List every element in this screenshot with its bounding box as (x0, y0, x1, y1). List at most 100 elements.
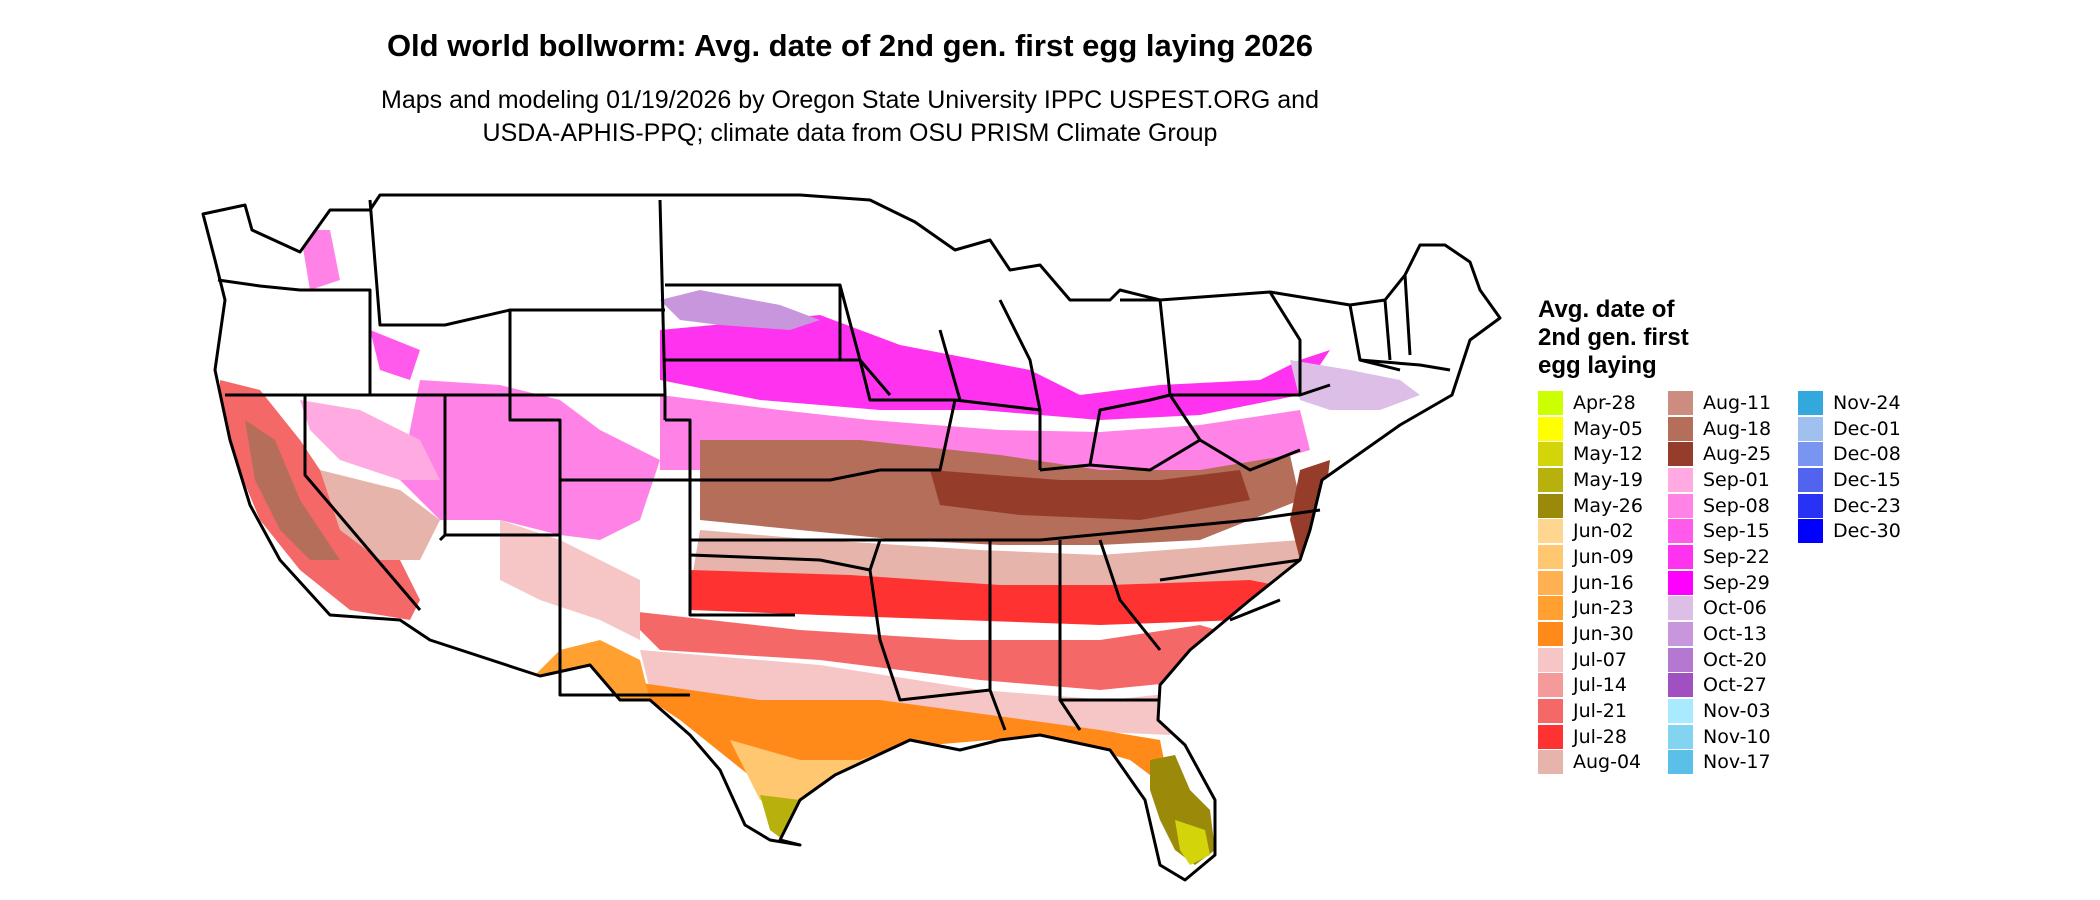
map-subtitle: Maps and modeling 01/19/2026 by Oregon S… (0, 84, 1700, 150)
legend-item: May-26 (1538, 493, 1668, 519)
legend-swatch (1798, 442, 1823, 467)
legend-swatch (1538, 467, 1563, 492)
legend-swatch (1668, 467, 1693, 492)
legend-title-line: 2nd gen. first (1538, 324, 1689, 351)
legend-item: May-05 (1538, 416, 1668, 442)
legend-item: Oct-20 (1668, 647, 1798, 673)
legend-label: Nov-24 (1833, 391, 1901, 414)
legend-swatch (1668, 519, 1693, 544)
state-boundaries (201, 193, 1502, 882)
legend-swatch (1668, 699, 1693, 724)
legend-label: Aug-18 (1703, 417, 1772, 440)
legend-item: Nov-03 (1668, 698, 1798, 724)
legend-item: Dec-15 (1798, 467, 1928, 493)
legend-columns: Apr-28 May-05 May-12 May-19 May-26 Jun-02 Jun-… (1538, 390, 1928, 775)
legend-item: Jul-07 (1538, 647, 1668, 673)
legend-label: Aug-04 (1573, 751, 1642, 774)
legend-column: Aug-11 Aug-18 Aug-25 Sep-01 Sep-08 Sep-15 Sep-… (1668, 390, 1798, 775)
legend-swatch (1668, 544, 1693, 569)
legend-column: Nov-24 Dec-01 Dec-08 Dec-15 Dec-23 Dec-30 (1798, 390, 1928, 775)
legend-item: Nov-24 (1798, 390, 1928, 416)
legend-label: Nov-10 (1703, 725, 1771, 748)
legend-label: Dec-01 (1833, 417, 1901, 440)
legend-title: Avg. date of 2nd gen. first egg laying (1538, 296, 1928, 380)
legend-label: Apr-28 (1573, 391, 1636, 414)
legend-label: Sep-15 (1703, 520, 1770, 543)
legend-item: Oct-27 (1668, 673, 1798, 699)
legend-item: Jun-23 (1538, 596, 1668, 622)
us-map (201, 193, 1502, 882)
legend-label: Sep-08 (1703, 494, 1770, 517)
legend-swatch (1538, 519, 1563, 544)
legend-item: Sep-15 (1668, 518, 1798, 544)
legend-item: Sep-01 (1668, 467, 1798, 493)
legend-label: Jun-02 (1573, 520, 1634, 543)
legend-item: Oct-06 (1668, 596, 1798, 622)
legend-label: Oct-20 (1703, 648, 1767, 671)
legend-swatch (1538, 544, 1563, 569)
legend-swatch (1668, 596, 1693, 621)
legend-item: Jul-28 (1538, 724, 1668, 750)
legend-swatch (1538, 699, 1563, 724)
legend-label: Dec-23 (1833, 494, 1901, 517)
legend-title-line: Avg. date of (1538, 296, 1675, 323)
legend-swatch (1538, 724, 1563, 749)
legend-item: Jun-30 (1538, 621, 1668, 647)
legend-item: Apr-28 (1538, 390, 1668, 416)
legend-swatch (1668, 390, 1693, 415)
legend-swatch (1538, 416, 1563, 441)
legend-swatch (1668, 724, 1693, 749)
legend-label: Jul-28 (1573, 725, 1627, 748)
legend-label: Oct-27 (1703, 674, 1767, 697)
legend-item: Jun-02 (1538, 518, 1668, 544)
subtitle-line-1: Maps and modeling 01/19/2026 by Oregon S… (381, 86, 1319, 114)
subtitle-line-2: USDA-APHIS-PPQ; climate data from OSU PR… (482, 119, 1218, 147)
legend-swatch (1538, 390, 1563, 415)
legend-item: Sep-08 (1668, 493, 1798, 519)
legend-label: May-05 (1573, 417, 1643, 440)
legend-item: Jun-16 (1538, 570, 1668, 596)
legend-label: Dec-08 (1833, 443, 1901, 466)
legend-swatch (1668, 622, 1693, 647)
legend-swatch (1538, 750, 1563, 775)
legend-item: Dec-01 (1798, 416, 1928, 442)
legend-label: May-19 (1573, 468, 1643, 491)
legend-swatch (1538, 647, 1563, 672)
legend-swatch (1538, 442, 1563, 467)
legend-swatch (1538, 570, 1563, 595)
legend-item: Oct-13 (1668, 621, 1798, 647)
legend-label: Dec-30 (1833, 520, 1901, 543)
legend-title-line: egg laying (1538, 352, 1657, 379)
map-title: Old world bollworm: Avg. date of 2nd gen… (386, 28, 1314, 63)
legend-swatch (1798, 390, 1823, 415)
legend-swatch (1538, 622, 1563, 647)
legend-label: Jun-09 (1573, 545, 1634, 568)
legend-swatch (1538, 493, 1563, 518)
legend-label: May-12 (1573, 443, 1643, 466)
legend-label: Jul-21 (1573, 700, 1627, 723)
legend-label: Dec-15 (1833, 468, 1901, 491)
legend-label: Nov-03 (1703, 700, 1771, 723)
legend-swatch (1798, 416, 1823, 441)
legend-item: Aug-04 (1538, 750, 1668, 776)
legend-item: Jul-14 (1538, 673, 1668, 699)
legend-label: Sep-01 (1703, 468, 1770, 491)
legend-item: Aug-11 (1668, 390, 1798, 416)
legend-item: May-12 (1538, 441, 1668, 467)
legend-label: Sep-29 (1703, 571, 1770, 594)
egg-laying-date-fill (203, 195, 1500, 880)
legend-item: Sep-22 (1668, 544, 1798, 570)
legend-label: Jul-07 (1573, 648, 1627, 671)
legend-item: Sep-29 (1668, 570, 1798, 596)
legend-label: Jul-14 (1573, 674, 1627, 697)
legend-item: Dec-08 (1798, 441, 1928, 467)
legend-item: Aug-25 (1668, 441, 1798, 467)
legend-swatch (1798, 493, 1823, 518)
legend-item: Dec-23 (1798, 493, 1928, 519)
legend-swatch (1668, 647, 1693, 672)
legend-swatch (1668, 750, 1693, 775)
legend: Avg. date of 2nd gen. first egg laying A… (1538, 296, 1928, 775)
legend-item: Aug-18 (1668, 416, 1798, 442)
legend-swatch (1668, 442, 1693, 467)
legend-item: Nov-17 (1668, 750, 1798, 776)
